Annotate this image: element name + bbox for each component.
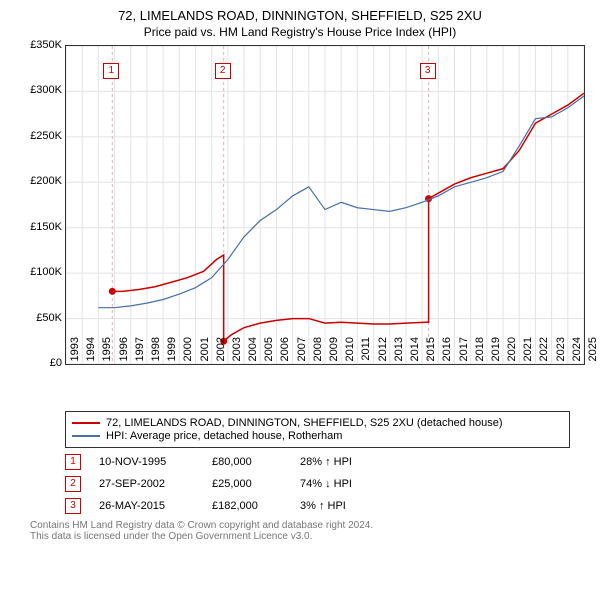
event-price: £80,000 [212, 456, 282, 468]
x-tick-label: 2008 [312, 337, 324, 367]
x-tick-label: 2004 [247, 337, 259, 367]
event-marker-1: 1 [103, 63, 119, 79]
event-row: 1 10-NOV-1995 £80,000 28% ↑ HPI [65, 454, 570, 470]
y-tick-label: £150K [12, 221, 62, 233]
x-tick-label: 2006 [279, 337, 291, 367]
event-number: 2 [65, 476, 81, 492]
legend-label: 72, LIMELANDS ROAD, DINNINGTON, SHEFFIEL… [106, 417, 503, 429]
x-tick-label: 2023 [555, 337, 567, 367]
legend-row: HPI: Average price, detached house, Roth… [72, 430, 563, 442]
x-tick-label: 2000 [182, 337, 194, 367]
y-tick-label: £350K [12, 39, 62, 51]
x-tick-label: 1999 [166, 337, 178, 367]
event-price: £25,000 [212, 478, 282, 490]
x-tick-label: 2020 [506, 337, 518, 367]
x-tick-label: 2010 [344, 337, 356, 367]
chart-container: 72, LIMELANDS ROAD, DINNINGTON, SHEFFIEL… [0, 0, 600, 552]
x-tick-label: 2007 [296, 337, 308, 367]
x-tick-label: 2014 [409, 337, 421, 367]
x-tick-label: 1996 [118, 337, 130, 367]
y-tick-label: £100K [12, 266, 62, 278]
x-tick-label: 1997 [134, 337, 146, 367]
x-tick-label: 2015 [425, 337, 437, 367]
title-subtitle: Price paid vs. HM Land Registry's House … [10, 25, 590, 39]
event-row: 3 26-MAY-2015 £182,000 3% ↑ HPI [65, 498, 570, 514]
event-marker-3: 3 [420, 63, 436, 79]
chart-area: £0£50K£100K£150K£200K£250K£300K£350K1993… [10, 45, 590, 405]
y-tick-label: £50K [12, 312, 62, 324]
legend-swatch [72, 435, 100, 437]
title-block: 72, LIMELANDS ROAD, DINNINGTON, SHEFFIEL… [10, 8, 590, 39]
event-date: 10-NOV-1995 [99, 456, 194, 468]
x-tick-label: 2009 [328, 337, 340, 367]
x-tick-label: 1995 [101, 337, 113, 367]
y-tick-label: £250K [12, 130, 62, 142]
footer-line2: This data is licensed under the Open Gov… [30, 531, 570, 542]
event-price: £182,000 [212, 500, 282, 512]
x-tick-label: 2005 [263, 337, 275, 367]
x-tick-label: 1998 [150, 337, 162, 367]
event-delta: 74% ↓ HPI [300, 478, 400, 490]
legend: 72, LIMELANDS ROAD, DINNINGTON, SHEFFIEL… [65, 411, 570, 448]
x-tick-label: 2001 [199, 337, 211, 367]
x-tick-label: 2019 [490, 337, 502, 367]
event-number: 1 [65, 454, 81, 470]
x-tick-label: 1993 [69, 337, 81, 367]
legend-label: HPI: Average price, detached house, Roth… [106, 430, 342, 442]
legend-swatch [72, 422, 100, 424]
x-tick-label: 2013 [393, 337, 405, 367]
x-tick-label: 2024 [571, 337, 583, 367]
x-tick-label: 2021 [522, 337, 534, 367]
event-delta: 3% ↑ HPI [300, 500, 400, 512]
event-delta: 28% ↑ HPI [300, 456, 400, 468]
x-tick-label: 2025 [587, 337, 599, 367]
event-number: 3 [65, 498, 81, 514]
event-table: 1 10-NOV-1995 £80,000 28% ↑ HPI 2 27-SEP-2002… [65, 454, 570, 514]
x-tick-label: 2012 [377, 337, 389, 367]
chart-plot [65, 45, 585, 365]
y-tick-label: £200K [12, 175, 62, 187]
x-tick-label: 2018 [474, 337, 486, 367]
x-tick-label: 2003 [231, 337, 243, 367]
x-tick-label: 1994 [85, 337, 97, 367]
x-tick-label: 2022 [538, 337, 550, 367]
footer-line1: Contains HM Land Registry data © Crown c… [30, 520, 570, 531]
title-address: 72, LIMELANDS ROAD, DINNINGTON, SHEFFIEL… [10, 8, 590, 23]
event-date: 27-SEP-2002 [99, 478, 194, 490]
legend-row: 72, LIMELANDS ROAD, DINNINGTON, SHEFFIEL… [72, 417, 563, 429]
x-tick-label: 2002 [215, 337, 227, 367]
x-tick-label: 2016 [441, 337, 453, 367]
footer: Contains HM Land Registry data © Crown c… [30, 520, 570, 542]
y-tick-label: £0 [12, 357, 62, 369]
event-date: 26-MAY-2015 [99, 500, 194, 512]
event-row: 2 27-SEP-2002 £25,000 74% ↓ HPI [65, 476, 570, 492]
x-tick-label: 2017 [458, 337, 470, 367]
x-tick-label: 2011 [360, 337, 372, 367]
y-tick-label: £300K [12, 84, 62, 96]
event-marker-2: 2 [215, 63, 231, 79]
